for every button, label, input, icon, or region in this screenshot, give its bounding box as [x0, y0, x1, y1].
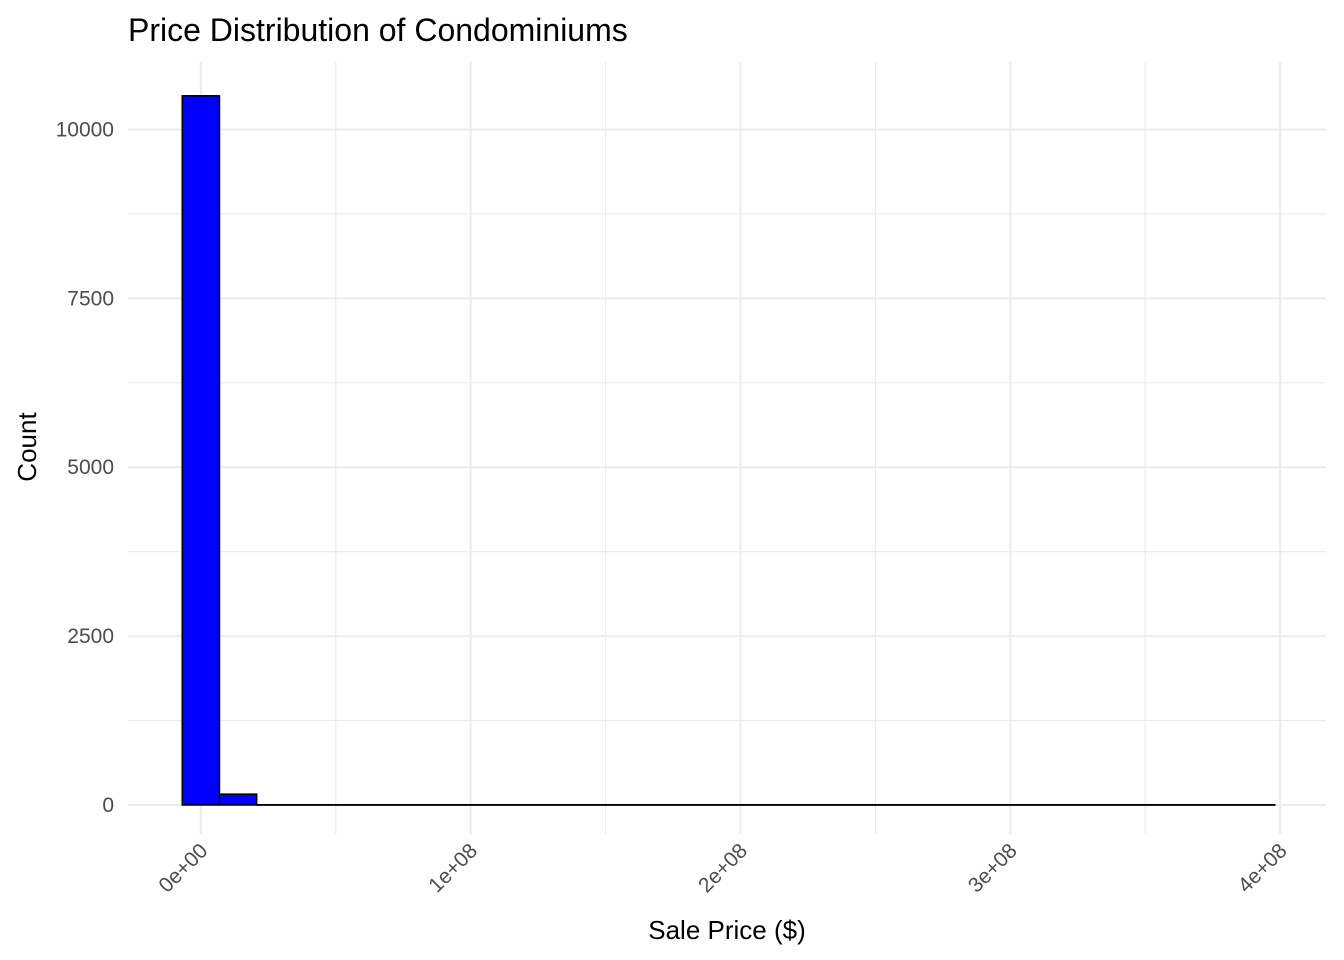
y-tick-label: 0 — [102, 794, 114, 817]
y-tick-label: 7500 — [67, 287, 114, 310]
x-tick-label: 0e+00 — [154, 839, 212, 897]
x-axis-title: Sale Price ($) — [648, 915, 806, 945]
histogram-bar — [219, 794, 256, 805]
y-axis-ticks: 0 2500 5000 7500 10000 — [56, 119, 114, 817]
y-tick-label: 5000 — [67, 456, 114, 479]
histogram-bars — [182, 96, 1275, 805]
histogram-bar — [182, 96, 219, 805]
x-axis-ticks: 0e+00 1e+08 2e+08 3e+08 4e+08 — [154, 839, 1291, 897]
y-axis-title: Count — [12, 412, 42, 482]
y-tick-label: 2500 — [67, 625, 114, 648]
chart-title: Price Distribution of Condominiums — [128, 12, 628, 48]
y-tick-label: 10000 — [56, 119, 114, 142]
x-tick-label: 1e+08 — [424, 839, 482, 897]
x-tick-label: 4e+08 — [1234, 839, 1292, 897]
x-tick-label: 2e+08 — [694, 839, 752, 897]
minor-gridlines — [128, 62, 1326, 834]
x-tick-label: 3e+08 — [964, 839, 1022, 897]
major-gridlines — [128, 62, 1326, 834]
